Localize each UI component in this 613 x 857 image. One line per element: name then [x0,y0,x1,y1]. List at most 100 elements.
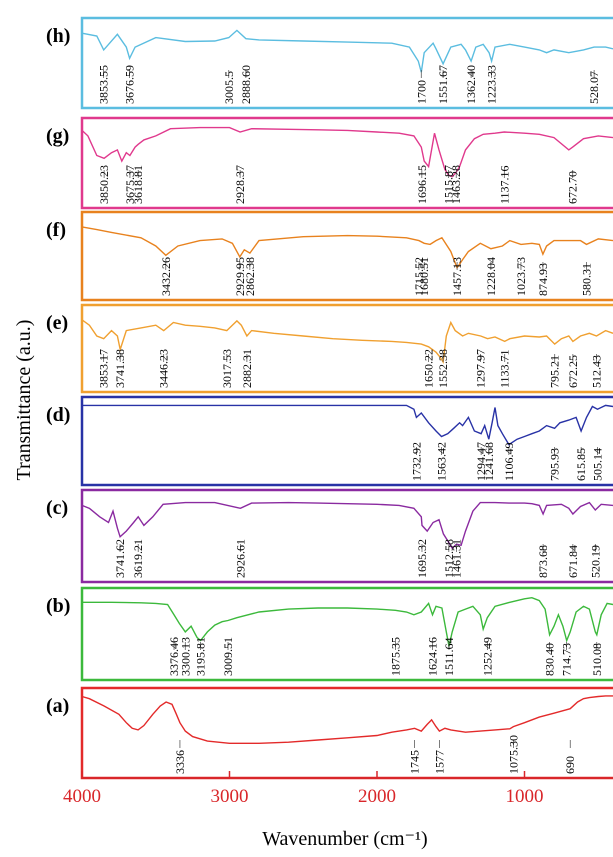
peak-label: 1457.13 [450,257,464,296]
peak-label: 2926.61 [233,539,247,578]
peak-label: 1106.49 [502,442,516,481]
panel-a: (a) 3336 1745 1577 1075.30 690 [46,686,613,780]
peak-label: 3853.17 [97,349,111,388]
peak-label: 874.93 [536,263,550,296]
peak-label: 3619.21 [131,539,145,578]
peak-label: 671.84 [566,545,580,578]
spectrum-line [82,404,613,446]
peak-label: 1511.64 [442,637,456,676]
peak-label: 1515.87 [441,165,455,204]
peak-label: 2882.31 [240,349,254,388]
x-tick-label: 4000 [63,786,101,807]
peak-label: 690 [563,756,577,774]
peak-label: 3675.37 [123,165,137,204]
peak-label: 2888.60 [239,65,253,104]
panel-frame [80,210,613,302]
peak-label: 1075.30 [506,735,520,774]
peak-label: 580.31 [580,263,594,296]
spectrum-line [81,501,613,550]
peak-label: 2862.38 [243,257,257,296]
panel-frame [80,586,613,682]
peak-label: 672.70 [566,171,580,204]
peak-label: 3432.26 [159,257,173,296]
peak-label: 1023.73 [514,257,528,296]
peak-label: 1252.49 [480,637,494,676]
peak-label: 3741.38 [113,349,127,388]
x-tick-label: 1000 [506,786,544,807]
peak-label: 830.40 [543,643,557,676]
spectrum-line [81,695,613,744]
spectrum-line [81,226,613,270]
spectrum-line [81,319,613,364]
panel-frame [80,303,613,394]
peak-label: 615.85 [574,448,588,481]
panel-label: (d) [46,404,70,426]
peak-label: 3017.53 [220,349,234,388]
y-axis-label: Transmittance (a.u.) [13,320,35,481]
peak-label: 1241.68 [482,442,496,481]
peak-label: 1133.71 [498,349,512,388]
peak-label: 528.07 [587,71,601,104]
peak-label: 1228.04 [484,257,498,296]
peak-label: 1512.58 [442,539,456,578]
peak-label: 795.93 [548,448,562,481]
peak-label: 1563.42 [435,442,449,481]
peak-label: 1745 [408,750,422,774]
peak-label: 1297.97 [474,349,488,388]
peak-label: 1695.32 [415,539,429,578]
panel-e: (e) 3853.17 3741.38 3446.23 3017.53 2882.31 16… [46,303,613,394]
peak-label: 1552.38 [436,349,450,388]
panel-label: (e) [46,312,68,334]
spectrum-line [81,29,613,73]
peak-label: 3676.59 [123,65,137,104]
peak-label: 520.19 [588,545,602,578]
peak-label: 1362.40 [464,65,478,104]
peak-label: 1715.52 [412,257,426,296]
peak-label: 1223.33 [485,65,499,104]
peak-label: 512.43 [590,355,604,388]
peak-label: 3195.81 [194,637,208,676]
peak-label: 1463.28 [449,165,463,204]
panel-label: (g) [46,125,69,147]
panel-frame [80,488,613,584]
spectrum-line [81,126,613,178]
peak-label: 505.14 [591,448,605,481]
peak-label: 714.73 [560,643,574,676]
peak-label: 1461.31 [450,539,464,578]
panel-frame [80,686,613,780]
peak-label: 3336 [173,750,187,774]
peak-label: 2929.95 [233,257,247,296]
panel-c: (c) 3741.62 3619.21 2926.61 1695.32 1512.5814… [46,488,613,584]
spectra-panels: (h) 3853.55 3676.59 3005.5 2888.60 1700 1551.6… [46,16,613,780]
peak-label: 1294.47 [474,442,488,481]
peak-label: 795.21 [548,355,562,388]
panel-label: (a) [46,695,69,717]
peak-label: 3009.51 [221,637,235,676]
peak-label: 1700 [414,80,428,104]
x-axis: 4000 3000 2000 1000 [63,771,613,807]
x-axis-label: Wavenumber (cm⁻¹) [262,828,427,850]
peak-label: 1696.15 [415,165,429,204]
x-tick-label: 2000 [358,786,396,807]
peak-label: 3446.23 [157,349,171,388]
peak-label: 3850.23 [97,165,111,204]
peak-label: 1732.92 [409,442,423,481]
peak-label: 1137.16 [497,165,511,204]
peak-label: 1551.67 [436,65,450,104]
panel-frame [80,116,613,210]
peak-label: 3300.13 [178,637,192,676]
peak-label: 1875.35 [388,637,402,676]
spectrum-line [82,596,613,647]
panel-label: (b) [46,595,70,617]
peak-label: 672.25 [566,355,580,388]
peak-label: 1577 [432,750,446,774]
peak-label: 3005.5 [222,71,236,104]
x-tick-label: 3000 [211,786,249,807]
peak-label: 1624.16 [426,637,440,676]
panel-label: (h) [46,25,70,47]
